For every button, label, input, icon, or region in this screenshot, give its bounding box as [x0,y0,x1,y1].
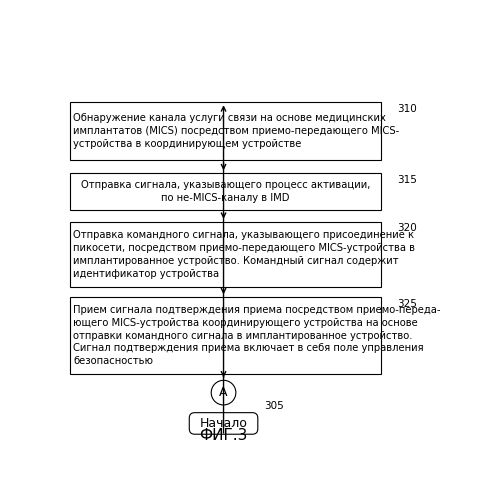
Text: Отправка командного сигнала, указывающего присоединение к
пикосети, посредством : Отправка командного сигнала, указывающег… [73,230,414,278]
Text: ФИГ.3: ФИГ.3 [199,428,247,444]
FancyBboxPatch shape [189,412,257,434]
Text: Обнаружение канала услуги связи на основе медицинских
имплантатов (MICS) посредс: Обнаружение канала услуги связи на основ… [73,114,399,149]
Circle shape [211,380,235,405]
Bar [69,297,380,374]
Text: 315: 315 [396,174,416,184]
Text: Отправка сигнала, указывающего процесс активации,
по не-MICS-каналу в IMD: Отправка сигнала, указывающего процесс а… [81,180,369,203]
Text: 305: 305 [263,401,283,411]
Bar [69,173,380,210]
Text: 310: 310 [396,104,416,114]
Text: Прием сигнала подтверждения приема посредством приемо-переда-
ющего MICS-устройс: Прием сигнала подтверждения приема посре… [73,305,440,366]
Bar [69,102,380,160]
Text: 325: 325 [396,298,416,308]
Text: Начало: Начало [199,417,247,430]
Text: 320: 320 [396,223,416,233]
Bar [69,222,380,287]
Text: A: A [219,386,227,399]
